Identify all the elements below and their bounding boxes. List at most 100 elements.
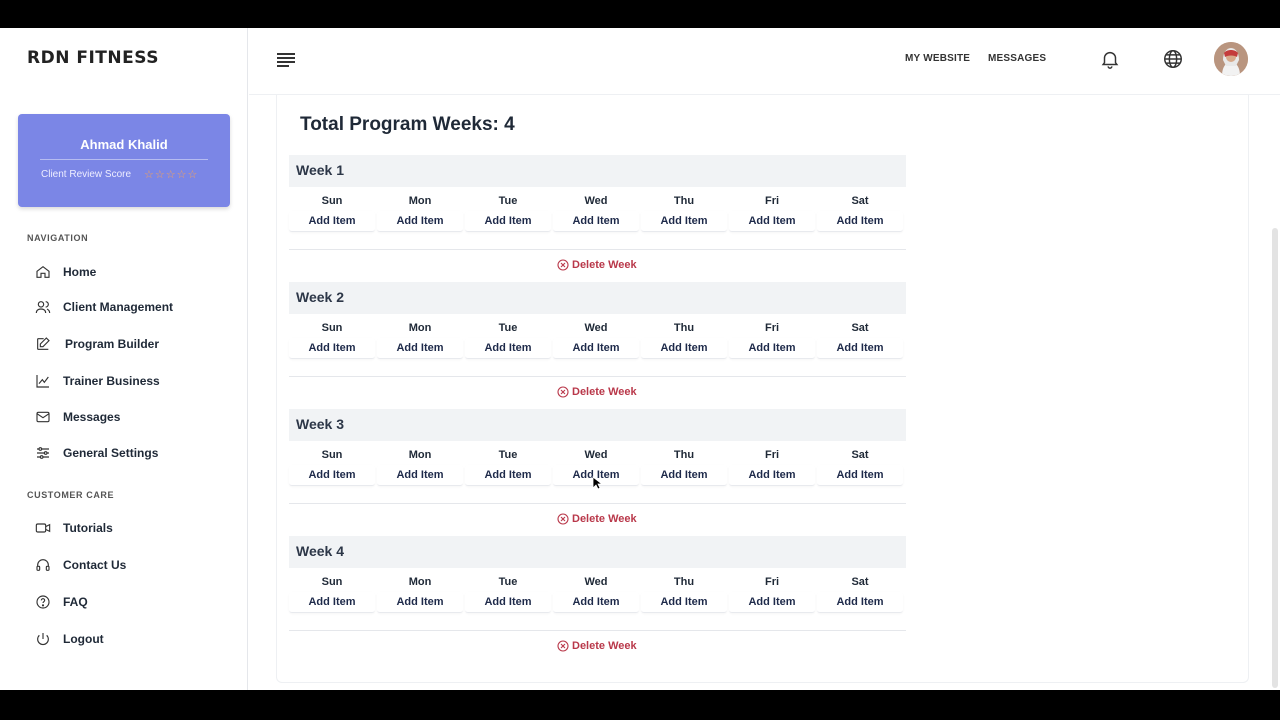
add-item-button[interactable]: Add Item <box>465 465 551 486</box>
week-title: Week 3 <box>296 416 344 432</box>
messages-link[interactable]: MESSAGES <box>988 53 1047 64</box>
delete-week-label: Delete Week <box>572 259 637 271</box>
sidebar-item-label: Client Management <box>63 300 174 314</box>
sidebar-item-label: Tutorials <box>63 521 113 535</box>
week-title: Week 2 <box>296 289 344 305</box>
day-name: Tue <box>498 322 518 334</box>
delete-week-label: Delete Week <box>572 513 637 525</box>
globe-icon[interactable] <box>1162 48 1184 70</box>
day-name: Thu <box>673 576 695 588</box>
users-icon <box>35 301 51 314</box>
add-item-button[interactable]: Add Item <box>377 211 463 232</box>
sliders-icon <box>37 447 49 459</box>
close-circle-icon <box>557 513 569 525</box>
add-item-button[interactable]: Add Item <box>641 592 727 613</box>
sidebar-item-general-settings[interactable]: General Settings <box>35 441 158 465</box>
day-name: Tue <box>498 576 518 588</box>
day-name: Sun <box>321 195 343 207</box>
app-window: RDN FITNESS MY WEBSITE MESSAGES Ahmad Kh… <box>0 28 1280 690</box>
mouse-cursor-icon <box>592 476 602 490</box>
add-item-button[interactable]: Add Item <box>641 465 727 486</box>
review-stars: ☆☆☆☆☆ <box>144 169 199 181</box>
add-item-button[interactable]: Add Item <box>817 465 903 486</box>
add-item-button[interactable]: Add Item <box>377 338 463 359</box>
add-item-button[interactable]: Add Item <box>377 592 463 613</box>
bell-icon[interactable] <box>1099 48 1121 70</box>
home-icon <box>36 265 50 278</box>
day-name: Wed <box>584 449 608 461</box>
sidebar-item-label: Messages <box>63 410 121 424</box>
add-item-button[interactable]: Add Item <box>553 338 639 359</box>
day-name: Fri <box>764 322 780 334</box>
add-item-button[interactable]: Add Item <box>641 211 727 232</box>
week-divider <box>289 376 906 377</box>
sidebar-item-program-builder[interactable]: Program Builder <box>35 332 159 356</box>
add-item-button[interactable]: Add Item <box>729 465 815 486</box>
day-name: Sun <box>321 576 343 588</box>
add-item-button[interactable]: Add Item <box>465 211 551 232</box>
add-item-button[interactable]: Add Item <box>729 211 815 232</box>
user-avatar[interactable] <box>1214 42 1248 76</box>
sidebar: Ahmad Khalid Client Review Score ☆☆☆☆☆ N… <box>0 95 248 690</box>
sidebar-item-label: Home <box>63 265 97 279</box>
profile-card: Ahmad Khalid Client Review Score ☆☆☆☆☆ <box>18 114 230 207</box>
sidebar-item-tutorials[interactable]: Tutorials <box>35 516 113 540</box>
sidebar-item-contact-us[interactable]: Contact Us <box>35 553 126 577</box>
sidebar-item-label: Program Builder <box>65 337 160 351</box>
menu-toggle-icon[interactable] <box>277 53 295 67</box>
close-circle-icon <box>557 386 569 398</box>
chart-line-icon <box>36 375 49 388</box>
add-item-button[interactable]: Add Item <box>465 338 551 359</box>
add-item-button[interactable]: Add Item <box>289 338 375 359</box>
day-name: Sat <box>851 195 869 207</box>
top-header: MY WEBSITE MESSAGES <box>249 28 1280 95</box>
add-item-button[interactable]: Add Item <box>553 592 639 613</box>
add-item-button[interactable]: Add Item <box>289 592 375 613</box>
add-item-button[interactable]: Add Item <box>729 338 815 359</box>
day-name: Wed <box>584 576 608 588</box>
day-name: Mon <box>408 322 432 334</box>
day-name: Fri <box>764 576 780 588</box>
add-item-button[interactable]: Add Item <box>729 592 815 613</box>
day-name: Fri <box>764 449 780 461</box>
sidebar-item-client-management[interactable]: Client Management <box>35 295 173 319</box>
video-icon <box>35 523 51 533</box>
brand-logo[interactable]: RDN FITNESS <box>27 48 159 68</box>
week-divider <box>289 503 906 504</box>
delete-week-button[interactable]: Delete Week <box>557 259 637 271</box>
program-builder-panel: Total Program Weeks: 4 Week 1 Sun Add Item… <box>276 95 1249 683</box>
question-icon <box>36 595 50 609</box>
add-item-button[interactable]: Add Item <box>465 592 551 613</box>
sidebar-item-home[interactable]: Home <box>35 260 96 284</box>
day-name: Sun <box>321 322 343 334</box>
sidebar-item-trainer-business[interactable]: Trainer Business <box>35 369 160 393</box>
close-circle-icon <box>557 640 569 652</box>
page-scrollbar[interactable] <box>1272 228 1278 688</box>
sidebar-item-logout[interactable]: Logout <box>35 627 104 651</box>
add-item-button[interactable]: Add Item <box>377 465 463 486</box>
add-item-button[interactable]: Add Item <box>553 211 639 232</box>
review-score-label: Client Review Score <box>41 169 132 180</box>
add-item-button[interactable]: Add Item <box>817 211 903 232</box>
add-item-button[interactable]: Add Item <box>817 592 903 613</box>
week-section: Week 4 Sun Add Item Mon Add Item Tue Add Item W… <box>289 536 906 652</box>
delete-week-button[interactable]: Delete Week <box>557 513 637 525</box>
week-days-row: Sun Add Item Mon Add Item Tue Add Item Wed Add … <box>289 314 906 364</box>
delete-week-button[interactable]: Delete Week <box>557 386 637 398</box>
sidebar-item-faq[interactable]: FAQ <box>35 590 88 614</box>
day-name: Tue <box>498 195 518 207</box>
add-item-button[interactable]: Add Item <box>289 211 375 232</box>
profile-divider <box>40 159 208 160</box>
my-website-link[interactable]: MY WEBSITE <box>905 53 971 64</box>
week-title: Week 4 <box>296 543 344 559</box>
add-item-button[interactable]: Add Item <box>817 338 903 359</box>
day-name: Thu <box>673 322 695 334</box>
week-divider <box>289 249 906 250</box>
power-icon <box>37 633 49 646</box>
week-divider <box>289 630 906 631</box>
add-item-button[interactable]: Add Item <box>641 338 727 359</box>
week-days-row: Sun Add Item Mon Add Item Tue Add Item Wed Add … <box>289 187 906 237</box>
sidebar-item-messages[interactable]: Messages <box>35 405 120 429</box>
add-item-button[interactable]: Add Item <box>289 465 375 486</box>
delete-week-button[interactable]: Delete Week <box>557 640 637 652</box>
